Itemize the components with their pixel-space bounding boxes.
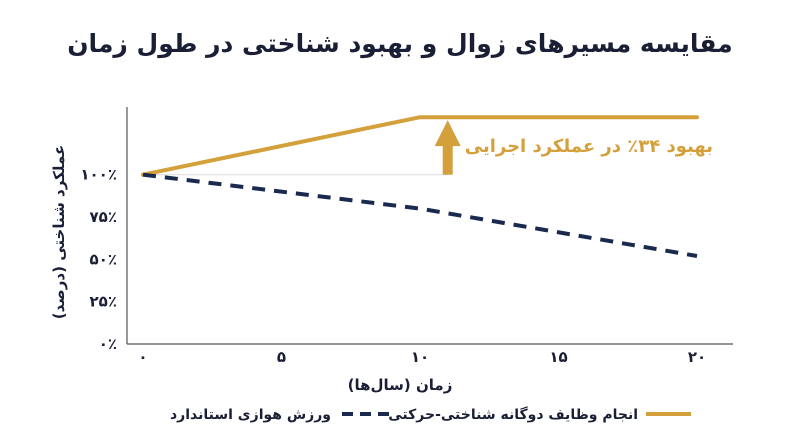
legend-label: انجام وظایف دوگانه شناختی-حرکتی — [388, 406, 638, 423]
legend-item-dual-task: انجام وظایف دوگانه شناختی-حرکتی — [388, 406, 691, 423]
legend: انجام وظایف دوگانه شناختی-حرکتی ورزش هواز… — [170, 406, 691, 423]
annotation-text: بهبود ۳۴٪ در عملکرد اجرایی — [465, 136, 713, 157]
x-tick-label: ۰ — [138, 348, 147, 366]
legend-label: ورزش هوازی استاندارد — [170, 407, 331, 423]
series-line-1 — [141, 115, 699, 177]
x-tick-label: ۲۰ — [688, 348, 706, 366]
legend-item-aerobic: ورزش هوازی استاندارد — [170, 407, 394, 423]
y-tick-label: ۷۵٪ — [90, 208, 117, 226]
x-tick-label: ۱۰ — [411, 348, 429, 366]
x-tick-label: ۱۵ — [549, 348, 567, 366]
annotation-arrow-shaft — [442, 145, 453, 175]
y-tick-label: ۵۰٪ — [90, 250, 117, 268]
series-line-2 — [142, 172, 698, 258]
y-tick-label: ۱۰۰٪ — [80, 166, 117, 184]
chart-title: مقایسه مسیرهای زوال و بهبود شناختی در طو… — [67, 29, 733, 59]
y-tick-label: ۲۵٪ — [90, 293, 117, 311]
y-tick-label: ۰٪ — [99, 335, 117, 353]
x-axis-label: زمان (سال‌ها) — [348, 376, 453, 394]
plot-area: بهبود ۳۴٪ در عملکرد اجرایی — [126, 107, 733, 345]
x-tick-label: ۵ — [277, 348, 286, 366]
annotation-arrow-head — [434, 120, 461, 147]
y-axis-label: عملکرد شناختی (درصد) — [50, 145, 68, 319]
tick-labels: ۰٪ ۲۵٪ ۵۰٪ ۷۵٪ ۱۰۰٪ ۰ ۵ ۱۰ ۱۵ ۲۰ — [80, 166, 706, 366]
